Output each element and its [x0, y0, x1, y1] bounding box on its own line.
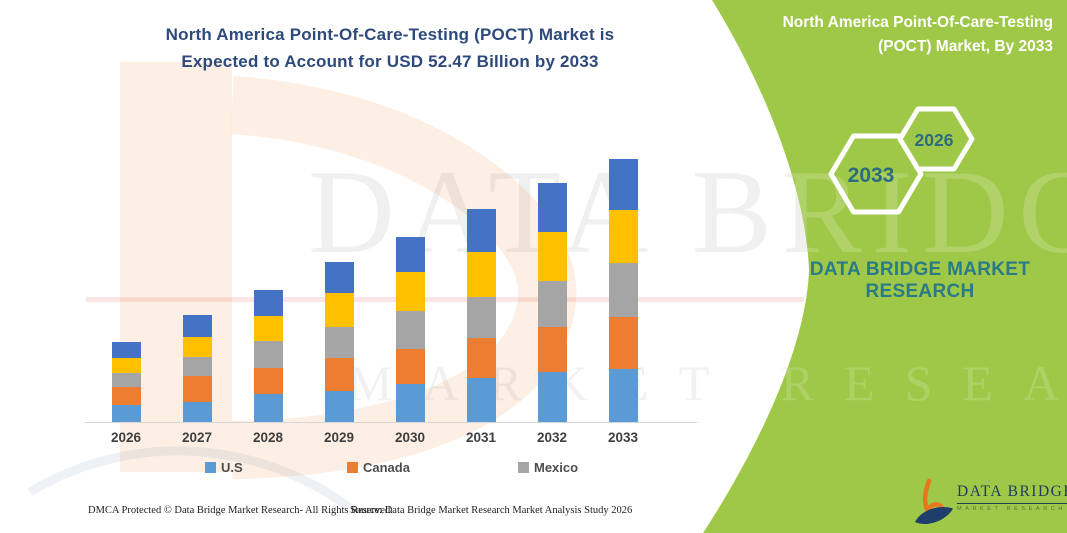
bar-segment-mexico — [253, 341, 283, 368]
bar-segment-us — [111, 405, 141, 422]
bar-segment — [395, 272, 425, 312]
legend-label: Canada — [363, 460, 410, 475]
watermark-red-stripe — [86, 297, 804, 302]
databridge-logo-text: DATA BRIDGE MARKET RESEARCH — [957, 483, 1067, 512]
bar-segment-canada — [466, 338, 496, 379]
x-axis-label-2033: 2033 — [607, 430, 639, 445]
legend-item-canada: Canada — [347, 460, 410, 475]
bar-segment — [253, 315, 283, 342]
bar-segment-mexico — [608, 263, 638, 318]
bar-segment-us — [466, 378, 496, 422]
bar-segment — [608, 209, 638, 264]
stacked-bar-2033 — [608, 158, 638, 422]
green-side-panel — [703, 0, 1067, 533]
legend-item-mexico: Mexico — [518, 460, 578, 475]
side-panel-title-line2: (POCT) Market, By 2033 — [878, 38, 1053, 56]
bar-segment-canada — [537, 327, 567, 373]
stacked-bar-2029 — [324, 262, 354, 422]
x-axis-label-2031: 2031 — [465, 430, 497, 445]
bar-segment-canada — [395, 348, 425, 385]
bar-segment-us — [608, 369, 638, 422]
source-note: Source: Data Bridge Market Research Mark… — [350, 505, 633, 516]
hexagon-2033 — [828, 133, 924, 215]
bar-segment-mexico — [182, 357, 212, 377]
stacked-bar-2028 — [253, 290, 283, 422]
stacked-bar-2026 — [111, 342, 141, 422]
bar-segment — [182, 337, 212, 358]
legend-label: U.S — [221, 460, 243, 475]
databridge-logo-icon — [915, 478, 953, 525]
bar-segment-canada — [111, 386, 141, 406]
bar-segment-mexico — [324, 327, 354, 359]
bar-segment-mexico — [395, 311, 425, 349]
brand-text-line1: DATA BRIDGE MARKET — [809, 259, 1031, 280]
bar-segment — [537, 183, 567, 232]
bar-segment-us — [182, 401, 212, 422]
bar-segment — [111, 357, 141, 373]
stacked-bar-2027 — [182, 314, 212, 422]
bar-segment-mexico — [111, 372, 141, 387]
bar-segment-us — [395, 384, 425, 422]
logo-swoosh-navy — [915, 507, 953, 525]
bar-segment — [253, 290, 283, 316]
legend-label: Mexico — [534, 460, 579, 475]
logo-name: DATA BRIDGE — [957, 483, 1067, 504]
bar-segment — [466, 209, 496, 252]
brand-text: DATA BRIDGE MARKET RESEARCH — [800, 259, 1040, 304]
bar-segment-us — [253, 394, 283, 422]
legend-swatch — [347, 462, 358, 473]
bar-segment — [608, 158, 638, 210]
bar-segment — [537, 231, 567, 282]
bar-segment — [395, 237, 425, 273]
legend-swatch — [518, 462, 529, 473]
stacked-bar-2031 — [466, 209, 496, 422]
bar-segment-canada — [608, 317, 638, 370]
bar-segment — [324, 262, 354, 293]
bar-segment-us — [324, 390, 354, 422]
brand-text-line2: RESEARCH — [865, 281, 975, 303]
chart-title-line2: Expected to Account for USD 52.47 Billio… — [181, 52, 599, 72]
hexagon-2026 — [897, 106, 975, 172]
bar-segment-us — [537, 372, 567, 422]
bar-segment — [111, 342, 141, 358]
side-panel-title-line1: North America Point-Of-Care-Testing — [782, 14, 1053, 31]
x-axis-label-2030: 2030 — [394, 430, 426, 445]
x-axis-label-2028: 2028 — [252, 430, 284, 445]
x-axis-label-2032: 2032 — [536, 430, 568, 445]
bar-segment — [466, 251, 496, 298]
x-axis-label-2026: 2026 — [110, 430, 142, 445]
watermark-swoosh — [27, 446, 353, 512]
side-panel-title: North America Point-Of-Care-Testing (POC… — [735, 11, 1053, 59]
hexagon-2033-label: 2033 — [848, 164, 895, 187]
bar-segment — [324, 292, 354, 328]
logo-subtitle: MARKET RESEARCH — [957, 506, 1066, 512]
legend-item-us: U.S — [205, 460, 243, 475]
bar-segment-canada — [182, 376, 212, 402]
bar-segment-mexico — [537, 281, 567, 328]
stacked-bar-2030 — [395, 237, 425, 422]
chart-title: North America Point-Of-Care-Testing (POC… — [90, 21, 690, 75]
stacked-bar-2032 — [537, 183, 567, 422]
bar-segment-canada — [324, 358, 354, 391]
legend-swatch — [205, 462, 216, 473]
chart-title-line1: North America Point-Of-Care-Testing (POC… — [165, 25, 615, 44]
bar-segment-mexico — [466, 297, 496, 339]
x-axis-label-2029: 2029 — [323, 430, 355, 445]
hexagon-2026-label: 2026 — [915, 130, 954, 150]
bar-segment — [182, 314, 212, 338]
x-axis-label-2027: 2027 — [181, 430, 213, 445]
x-axis-line — [85, 422, 697, 423]
bar-segment-canada — [253, 367, 283, 395]
dmca-note: DMCA Protected © Data Bridge Market Rese… — [88, 505, 393, 516]
